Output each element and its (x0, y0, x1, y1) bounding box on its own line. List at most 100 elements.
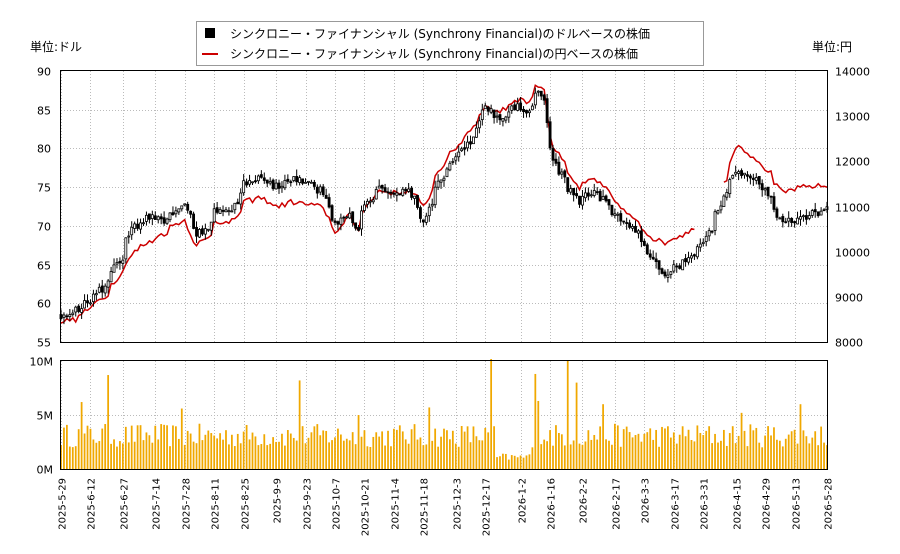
candle-body (401, 188, 405, 196)
candle-body (407, 188, 411, 192)
volume-bar (528, 454, 531, 469)
volume-bar (92, 439, 95, 469)
candle-body (242, 180, 246, 194)
volume-bar (746, 446, 749, 469)
candle-body (707, 230, 711, 237)
candle-body (180, 205, 184, 210)
candle-body (233, 202, 237, 211)
candle-body (89, 302, 92, 305)
volume-bar (284, 445, 286, 469)
candle-body (634, 225, 637, 233)
volume-bar (575, 382, 578, 469)
candle-body (245, 181, 249, 186)
candle-body (572, 187, 576, 196)
candle-body (251, 181, 254, 184)
candle-body (657, 260, 661, 270)
volume-bar (313, 426, 316, 469)
candle-body (628, 222, 632, 228)
candle-body (315, 186, 319, 194)
candle-body (542, 94, 546, 101)
candle-body (654, 258, 658, 262)
candle-body (743, 172, 746, 176)
candle-body (212, 208, 216, 223)
volume-bar (63, 427, 65, 469)
volume-bar (248, 439, 251, 469)
price-plot-frame (60, 70, 828, 343)
volume-bar (454, 443, 457, 469)
volume-bar (552, 445, 554, 469)
volume-bar (77, 429, 80, 469)
volume-bar (130, 425, 133, 469)
volume-bar (590, 439, 593, 469)
candle-body (751, 177, 755, 180)
volume-bar (233, 446, 236, 469)
candle-body (74, 306, 78, 313)
volume-bar (166, 425, 168, 469)
volume-bar (699, 432, 702, 469)
jpy-line-segment (60, 84, 695, 324)
left-y-tick-label: 75 (37, 182, 51, 195)
right-y-tick-label: 11000 (835, 202, 870, 215)
volume-bar (163, 424, 165, 469)
volume-bar (808, 443, 811, 469)
x-tick-label: 2026-1-2 (518, 478, 529, 523)
candle-body (83, 300, 87, 309)
volume-bar (142, 440, 145, 469)
candle-body (377, 185, 381, 189)
volume-bar (239, 443, 242, 469)
candle-body (554, 158, 558, 164)
volume-bar (720, 440, 722, 469)
candle-body (380, 184, 384, 189)
volume-bar (260, 444, 263, 469)
candle-body (498, 114, 502, 121)
candle-body (71, 312, 75, 315)
candle-body (124, 237, 128, 260)
volume-bar (752, 430, 755, 469)
volume-bar (563, 445, 566, 469)
candle-body (822, 209, 826, 212)
candle-body (669, 271, 673, 275)
volume-bar (295, 440, 298, 469)
candle-body (91, 293, 95, 303)
candle-body (256, 175, 260, 182)
candle-body (109, 271, 113, 283)
x-tick-label: 2026-5-13 (792, 478, 803, 530)
volume-bar (599, 426, 602, 469)
volume-bar (245, 425, 248, 469)
volume-bar (175, 426, 177, 469)
candle-body (701, 241, 705, 244)
candle-body (610, 204, 614, 216)
volume-bar (195, 443, 198, 469)
candle-body (625, 222, 629, 224)
candle-body (383, 187, 387, 192)
volume-bar (387, 430, 389, 469)
volume-bar (764, 435, 767, 469)
candle-body (439, 179, 443, 183)
volume-bar (322, 430, 325, 469)
candle-body (819, 210, 823, 216)
left-y-tick-label: 90 (37, 66, 51, 79)
volume-bar (555, 425, 557, 469)
volume-bar (696, 425, 699, 469)
left-y-tick-label: 60 (37, 298, 51, 311)
volume-bar (148, 435, 151, 469)
volume-bar (113, 439, 115, 469)
candle-body (248, 180, 251, 185)
candle-body (589, 194, 593, 197)
volume-bar (731, 426, 734, 469)
candle-body (189, 210, 193, 215)
candle-body (799, 216, 802, 220)
volume-bar (401, 431, 404, 469)
candle-body (592, 190, 596, 196)
candle-body (807, 215, 811, 219)
volume-bar (222, 439, 224, 469)
x-tick-label: 2025-7-14 (152, 478, 163, 530)
volume-bar (66, 424, 68, 469)
volume-bar (534, 373, 537, 469)
volume-bar (596, 439, 599, 469)
candle-body (504, 116, 508, 121)
candle-body (566, 177, 570, 192)
x-tick-label: 2025-8-25 (241, 478, 252, 530)
volume-bar (613, 423, 616, 469)
candle-body (790, 218, 794, 223)
